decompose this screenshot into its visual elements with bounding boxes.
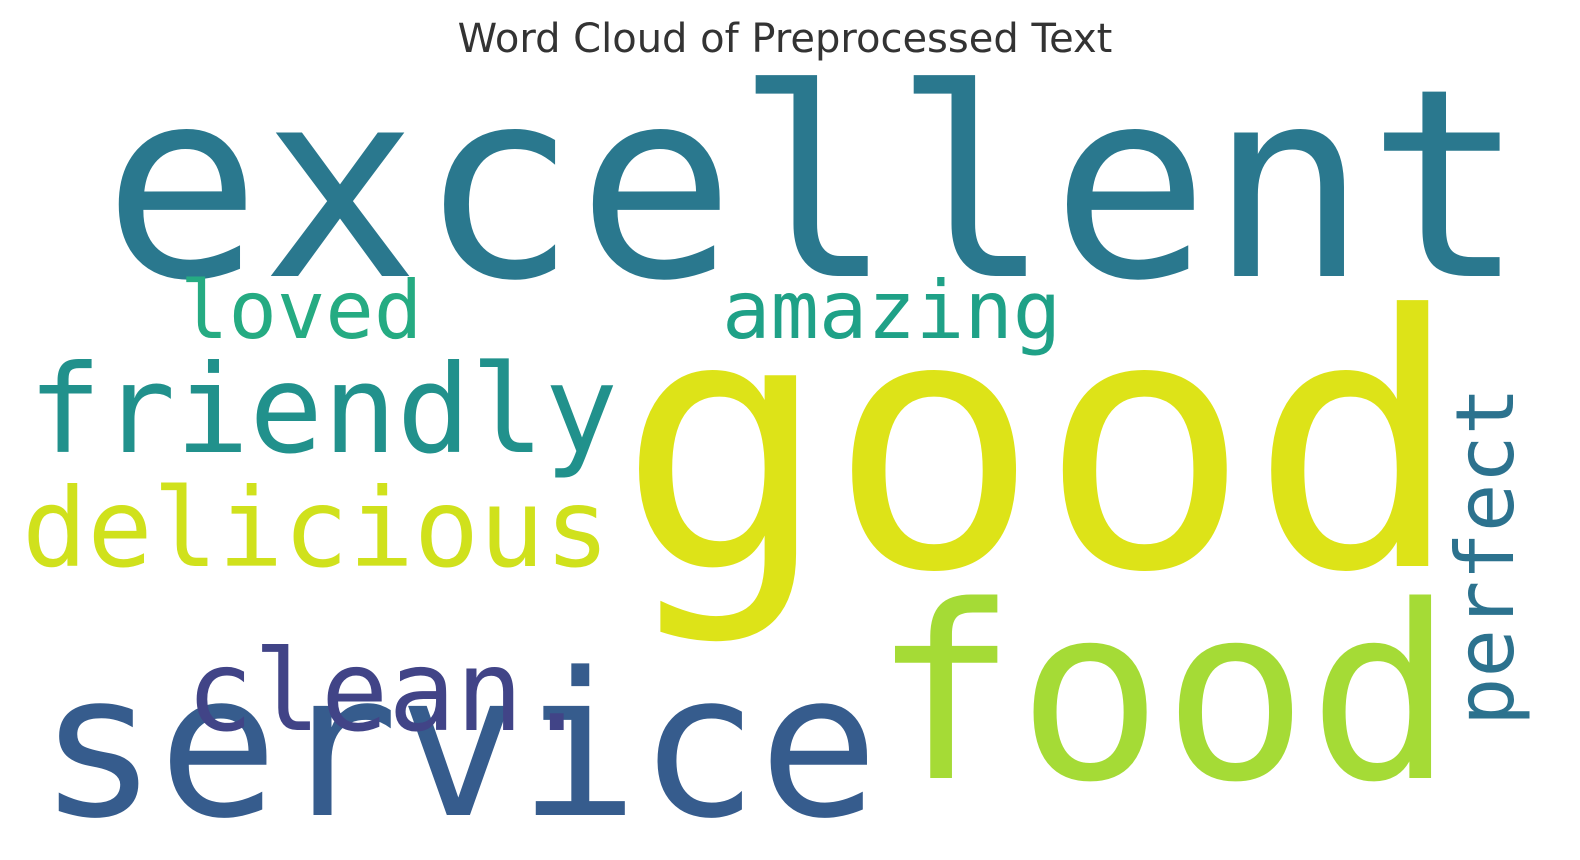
word: food — [872, 554, 1454, 835]
word: excellent — [103, 32, 1525, 338]
word: service — [38, 631, 879, 860]
chart-title: Word Cloud of Preprocessed Text — [458, 16, 1113, 62]
word: perfect — [1438, 387, 1532, 726]
word: friendly — [28, 338, 618, 481]
word: good — [618, 241, 1461, 649]
word: clean. — [186, 627, 591, 757]
word: delicious — [22, 465, 610, 592]
word: amazing — [722, 263, 1061, 357]
word: loved — [180, 263, 422, 357]
